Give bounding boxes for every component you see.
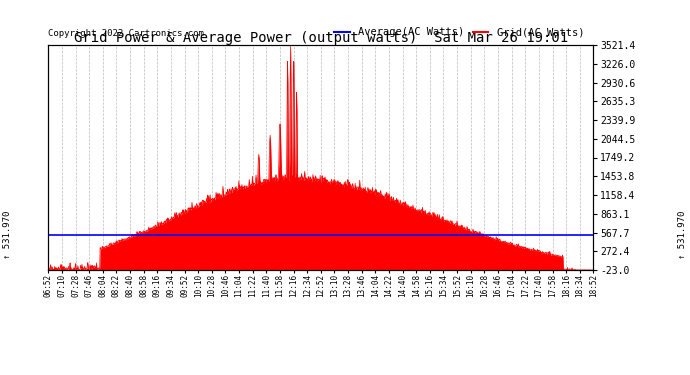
Legend: Average(AC Watts), Grid(AC Watts): Average(AC Watts), Grid(AC Watts) <box>330 23 588 42</box>
Text: ↑ 531.970: ↑ 531.970 <box>3 211 12 259</box>
Text: Copyright 2022 Cartronics.com: Copyright 2022 Cartronics.com <box>48 29 204 38</box>
Text: ↑ 531.970: ↑ 531.970 <box>678 211 687 259</box>
Title: Grid Power & Average Power (output watts)  Sat Mar 26 19:01: Grid Power & Average Power (output watts… <box>74 31 568 45</box>
